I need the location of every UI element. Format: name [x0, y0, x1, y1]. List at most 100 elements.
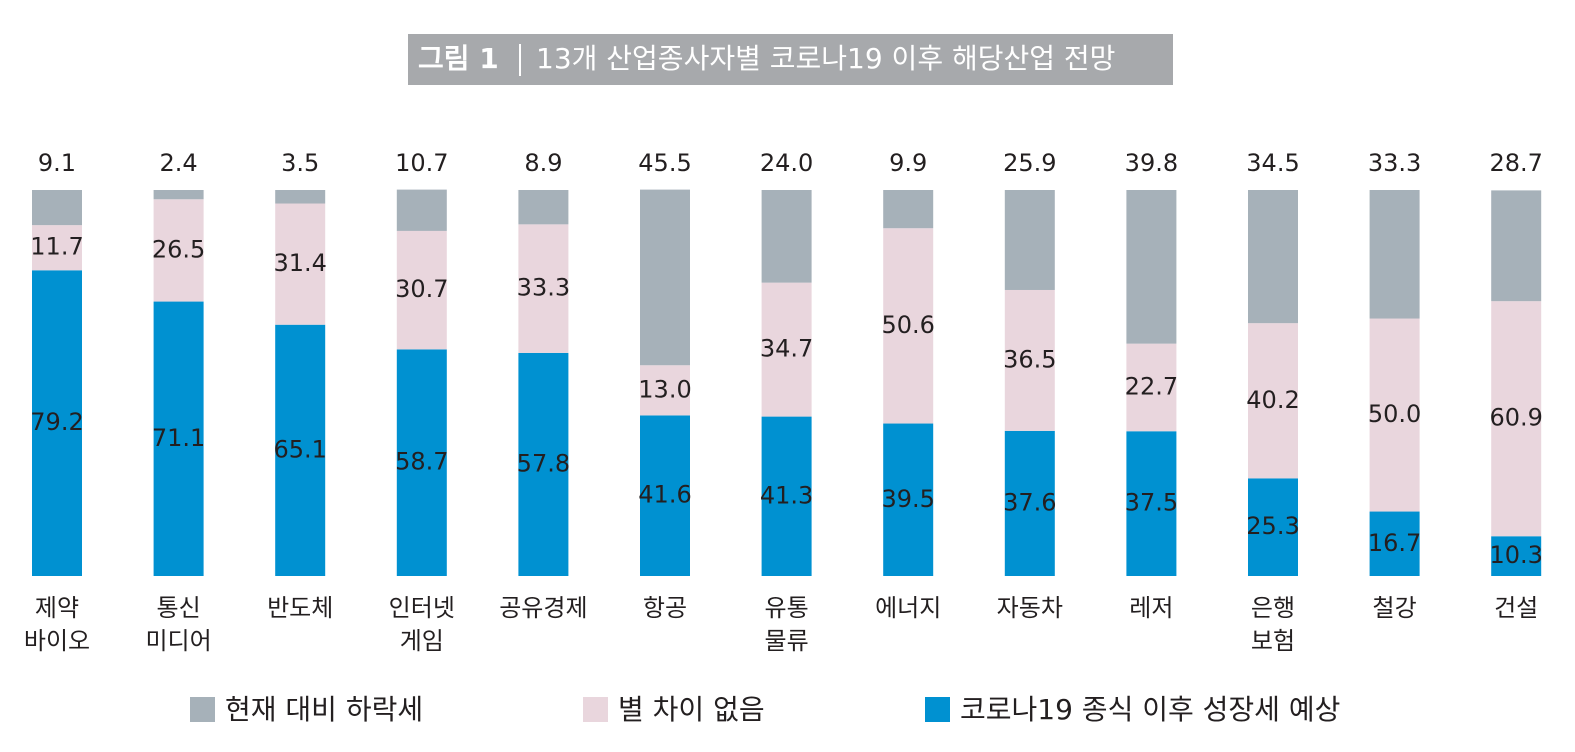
data-label: 36.5 [1003, 345, 1056, 373]
figure-label: 그림 1 [418, 42, 499, 75]
data-label: 37.6 [1003, 488, 1056, 516]
data-label: 8.9 [524, 149, 562, 177]
bar-segment [1248, 478, 1298, 576]
data-label: 65.1 [273, 435, 326, 463]
bar-segment [1248, 323, 1298, 479]
x-tick-label: 은행 보험 [1250, 594, 1296, 655]
data-label: 25.9 [1003, 149, 1056, 177]
bar-segment [1248, 190, 1298, 324]
bar-segment [883, 423, 934, 576]
bar-segment [1004, 190, 1055, 290]
bar-segment [1369, 190, 1420, 319]
data-label: 31.4 [273, 249, 326, 277]
chart-title: 13개 산업종사자별 코로나19 이후 해당산업 전망 [536, 42, 1115, 75]
data-label: 34.5 [1246, 149, 1299, 177]
bar-segment [518, 224, 569, 353]
data-label: 57.8 [517, 449, 570, 477]
data-label: 16.7 [1368, 529, 1421, 557]
bar-segment [275, 324, 326, 576]
bar-segment [275, 203, 326, 325]
data-label: 9.9 [889, 149, 927, 177]
x-tick-label: 레저 [1129, 594, 1174, 622]
bar-segment [1369, 318, 1420, 512]
data-label: 9.1 [38, 149, 76, 177]
bar-segment [518, 352, 569, 576]
data-label: 50.6 [881, 311, 934, 339]
data-label: 2.4 [160, 149, 198, 177]
data-label: 26.5 [152, 235, 205, 263]
data-label: 40.2 [1246, 386, 1299, 414]
data-label: 11.7 [30, 233, 83, 261]
bar-segment [1491, 536, 1542, 576]
bar-segment [32, 190, 82, 226]
data-label: 71.1 [152, 424, 205, 452]
x-tick-label: 철강 [1372, 594, 1417, 622]
data-label: 3.5 [281, 149, 319, 177]
bar-segment [883, 228, 934, 424]
data-label: 34.7 [760, 335, 813, 363]
bar-segment [1491, 190, 1542, 302]
data-label: 13.0 [638, 375, 691, 403]
bar-segment [1369, 511, 1420, 576]
data-label: 30.7 [395, 275, 448, 303]
data-label: 33.3 [517, 274, 570, 302]
x-tick-label: 항공 [642, 594, 688, 622]
bar-segment [640, 415, 690, 576]
legend-swatch [925, 697, 950, 722]
bar-segment [1126, 431, 1177, 576]
data-label: 79.2 [30, 408, 83, 436]
bar-segment [396, 230, 447, 350]
bar-segment [153, 199, 204, 302]
data-label: 37.5 [1125, 489, 1178, 517]
x-tick-label: 통신 미디어 [145, 594, 212, 655]
x-tick-label: 반도체 [267, 594, 334, 622]
x-tick-label: 인터넷 게임 [388, 594, 455, 655]
data-label: 33.3 [1368, 149, 1421, 177]
data-label: 39.5 [881, 485, 934, 513]
bar-segment [1126, 190, 1177, 344]
bar-segment [1004, 430, 1055, 576]
data-label: 25.3 [1246, 512, 1299, 540]
bar-segment [153, 301, 204, 576]
legend-swatch [190, 697, 215, 722]
bar-segment [396, 349, 447, 576]
bar-segment [1491, 301, 1542, 537]
x-tick-label: 공유경제 [499, 594, 588, 622]
data-label: 22.7 [1125, 372, 1178, 400]
x-tick-label: 유통 물류 [764, 594, 809, 655]
bar-segment [640, 365, 690, 416]
x-tick-label: 제약 바이오 [23, 594, 91, 655]
legend-label: 별 차이 없음 [618, 693, 765, 726]
bar-segment [761, 282, 812, 417]
legend-label: 현재 대비 하락세 [225, 693, 423, 726]
bar-segment [761, 190, 812, 283]
bar-segment [640, 189, 690, 366]
data-label: 24.0 [760, 149, 813, 177]
bar-segment [32, 270, 82, 576]
data-label: 50.0 [1368, 400, 1421, 428]
bar-segment [396, 189, 447, 231]
bar-segment [32, 225, 82, 271]
data-label: 39.8 [1125, 149, 1178, 177]
x-tick-label: 자동차 [996, 594, 1063, 622]
legend-label: 코로나19 종식 이후 성장세 예상 [960, 693, 1340, 726]
data-label: 41.6 [638, 481, 691, 509]
bar-segment [761, 416, 812, 576]
bar-segment [1004, 289, 1055, 431]
data-label: 45.5 [638, 149, 691, 177]
bar-segment [275, 190, 326, 204]
bar-segment [153, 190, 204, 200]
title-box [408, 34, 1173, 85]
bar-segment [1126, 343, 1177, 432]
data-label: 58.7 [395, 448, 448, 476]
x-tick-label: 에너지 [875, 594, 942, 622]
x-tick-label: 건설 [1494, 594, 1539, 622]
data-label: 28.7 [1489, 149, 1542, 177]
data-label: 41.3 [760, 481, 813, 509]
data-label: 10.7 [395, 149, 448, 177]
data-label: 10.3 [1489, 541, 1542, 569]
legend-swatch [583, 697, 608, 722]
bar-segment [518, 190, 569, 225]
